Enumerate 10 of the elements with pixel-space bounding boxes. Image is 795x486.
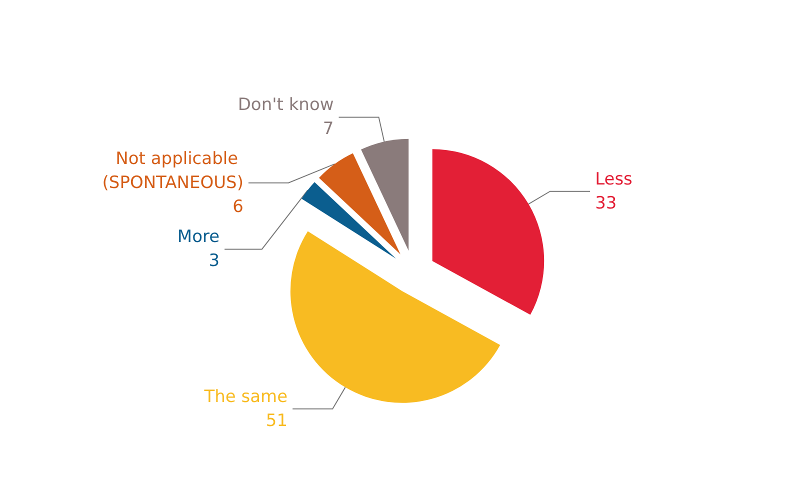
slice-label: Less: [595, 169, 633, 190]
data-label: 33: [595, 193, 617, 214]
data-label: 7: [322, 119, 334, 140]
data-label: 51: [266, 410, 288, 431]
slice-label: The same: [203, 386, 288, 407]
slice-label: More: [177, 227, 220, 248]
slice-label: Not applicable (SPONTANEOUS): [102, 148, 244, 193]
data-label: 3: [208, 251, 220, 272]
data-label: 6: [232, 196, 244, 217]
slice-label: Don't know: [238, 95, 334, 116]
